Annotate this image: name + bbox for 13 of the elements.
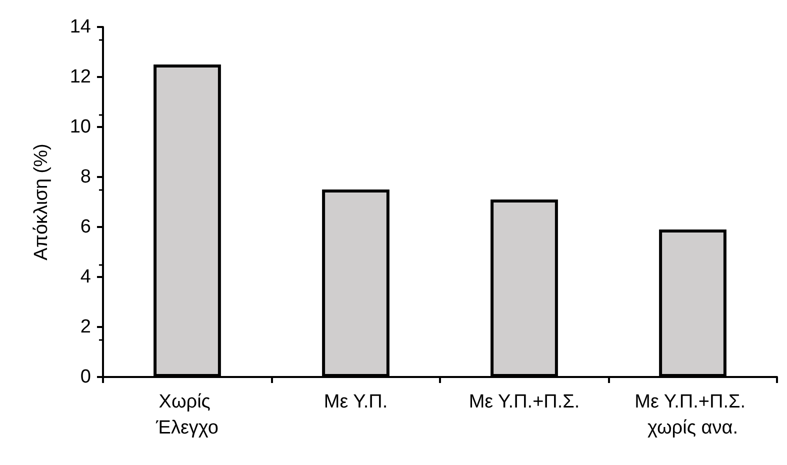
- y-tick-label: 0: [80, 366, 91, 388]
- x-tick-label: Με Υ.Π.: [324, 392, 388, 412]
- y-axis-title: Απόκλιση (%): [31, 144, 52, 260]
- x-tick-label: Χωρίς Έλεγχο: [155, 392, 218, 438]
- y-tick-label: 12: [70, 66, 91, 88]
- y-tick-label: 10: [70, 116, 91, 138]
- y-tick-label: 14: [70, 16, 92, 38]
- y-tick-label: 2: [80, 316, 91, 338]
- x-tick-label: Με Υ.Π.+Π.Σ. χωρίς ανα.: [634, 392, 751, 438]
- y-tick-label: 4: [80, 266, 92, 288]
- y-tick-label: 8: [80, 166, 91, 188]
- y-tick-label: 6: [80, 216, 91, 238]
- x-tick-label: Με Υ.Π.+Π.Σ.: [468, 392, 580, 412]
